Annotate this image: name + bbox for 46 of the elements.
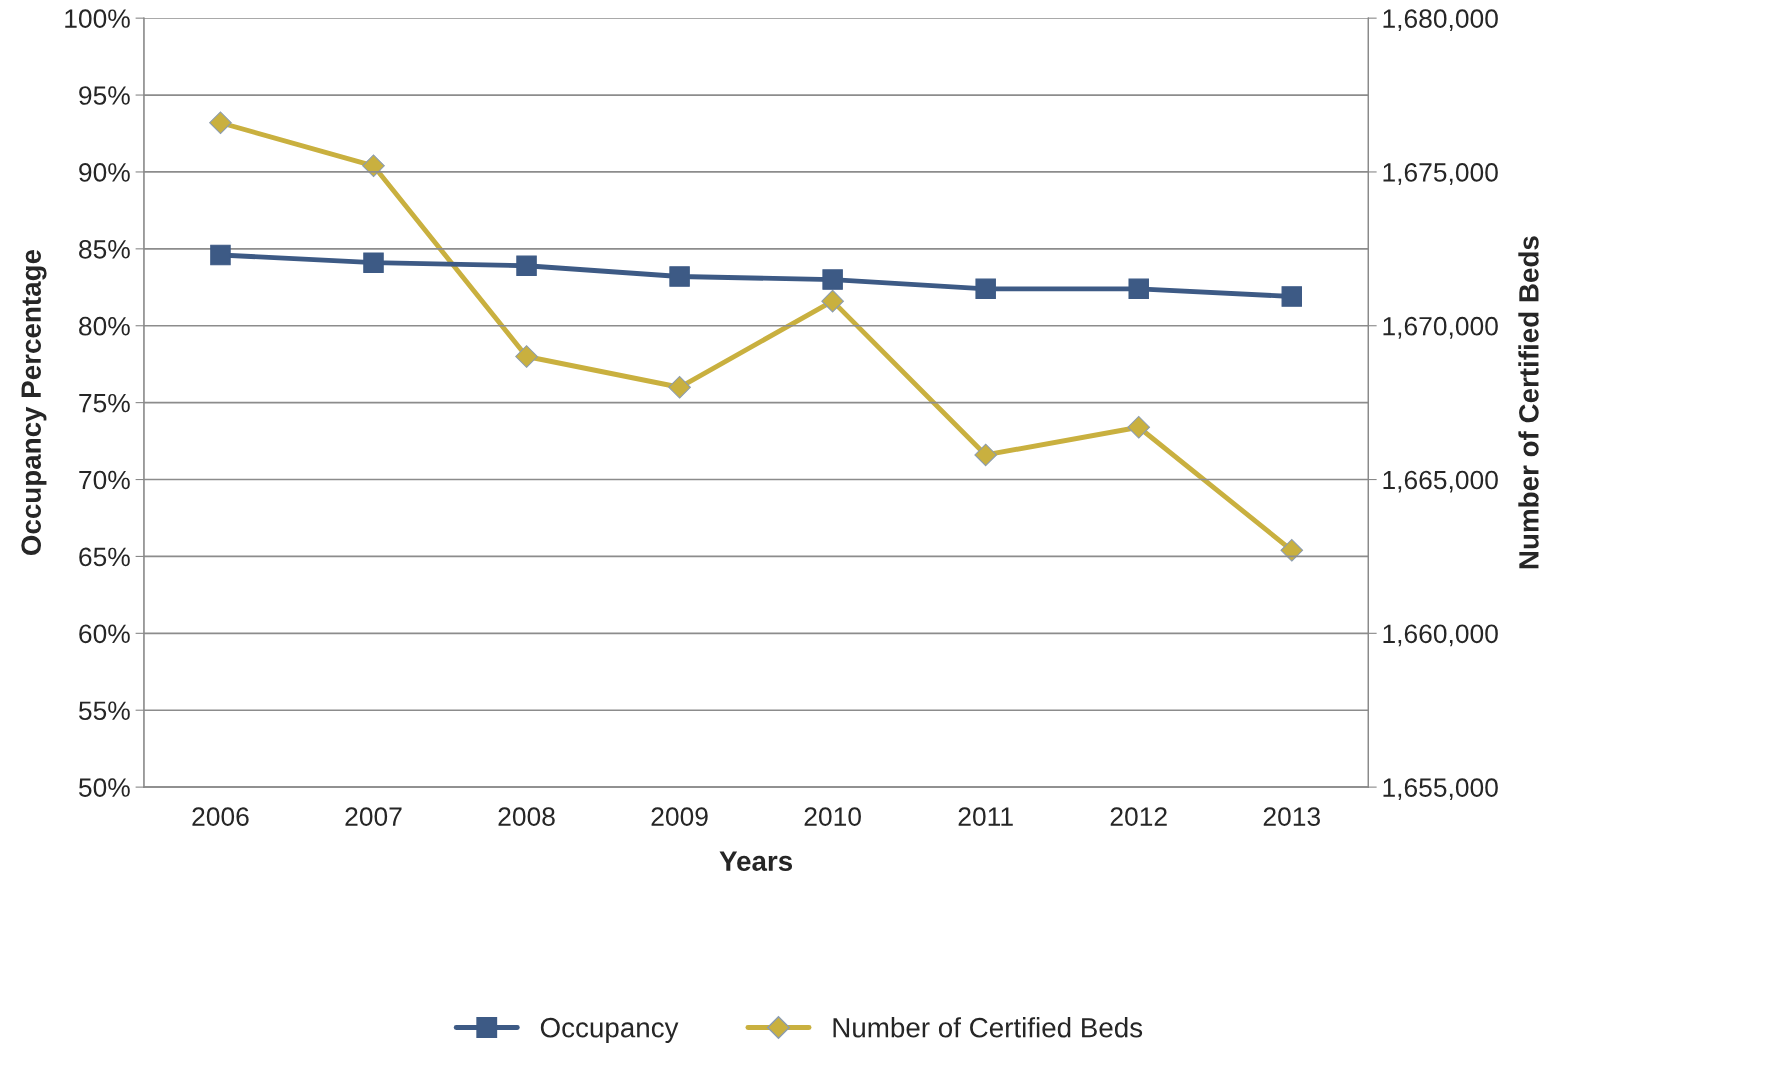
point [822, 269, 843, 290]
y-tick-label: 100% [65, 9, 130, 28]
point [362, 154, 385, 178]
point [975, 278, 996, 300]
x-tick-label: 2010 [804, 807, 861, 826]
y2-tick-label: 1,665,000 [1383, 470, 1498, 493]
x-tick-label: 2009 [651, 807, 708, 826]
legend-label: Occupancy [540, 1017, 679, 1043]
point [821, 289, 844, 313]
y-tick-label: 60% [79, 624, 130, 644]
point [668, 375, 691, 399]
point [515, 345, 538, 368]
y-tick-label: 65% [79, 547, 130, 567]
y-tick-label: 55% [78, 701, 130, 721]
x-tick-label: 2007 [345, 807, 402, 826]
x-tick-label: 2006 [192, 807, 249, 826]
legend-label: Number of Certified Beds [833, 1017, 1143, 1038]
x-tick-label: 2008 [498, 807, 555, 826]
y-tick-label: 85% [79, 239, 130, 259]
x-tick-label: 2012 [1110, 807, 1167, 826]
y2-tick-label: 1,660,000 [1383, 624, 1498, 647]
point [669, 266, 690, 287]
y-axis-title: Occupancy Percentage [21, 249, 47, 556]
point [974, 443, 997, 467]
y-tick-label: 95% [79, 86, 130, 105]
y-tick-label: 75% [79, 393, 130, 413]
x-axis-title: Years [719, 851, 793, 872]
x-tick-label: 2013 [1263, 807, 1320, 826]
y2-tick-label: 1,655,000 [1383, 778, 1498, 801]
point [209, 111, 232, 135]
y2-tick-label: 1,675,000 [1383, 163, 1498, 185]
y2-tick-label: 1,670,000 [1383, 316, 1498, 339]
point [1280, 538, 1304, 562]
y-tick-label: 80% [79, 316, 130, 336]
point [363, 252, 384, 273]
point [1128, 278, 1149, 300]
y-tick-label: 90% [79, 163, 130, 182]
point [210, 244, 231, 266]
y-tick-label: 70% [79, 470, 130, 490]
point [516, 255, 537, 276]
point [1281, 286, 1303, 307]
y2-tick-label: 1,680,000 [1383, 9, 1498, 32]
point [1127, 415, 1151, 439]
x-tick-label: 2011 [958, 807, 1013, 826]
y-tick-label: 50% [78, 778, 130, 797]
y2-axis-title: Number of Certified Beds [1518, 236, 1539, 569]
